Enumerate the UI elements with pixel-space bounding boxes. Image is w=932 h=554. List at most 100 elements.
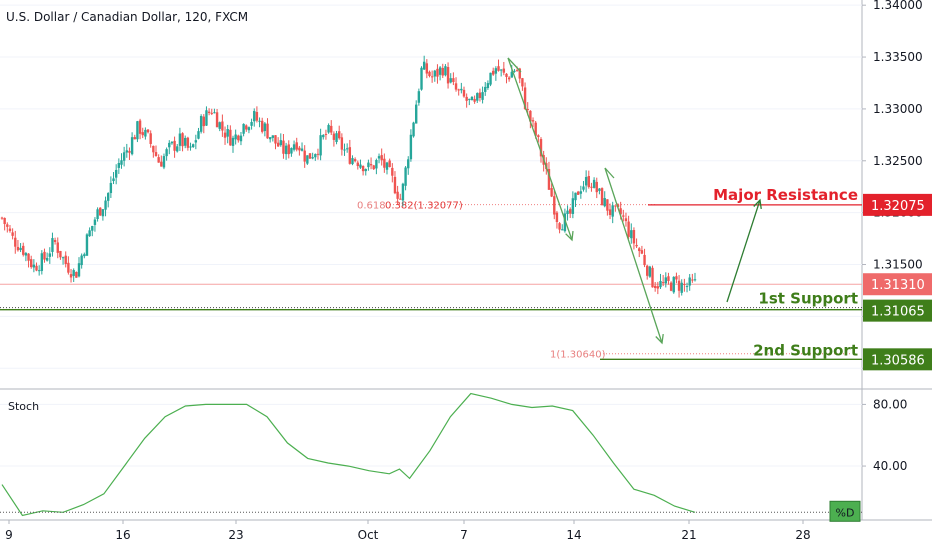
candle-body [534,122,537,136]
candle-body [186,137,190,148]
candle [16,239,20,252]
candle [407,156,410,175]
candle-body [234,134,237,140]
candle-body [253,110,256,122]
candle-body [237,135,240,141]
stoch-series: %D [0,392,862,522]
candle [258,117,261,128]
candle-body [667,276,670,281]
candle-body [619,208,622,215]
candle-body [27,253,30,261]
candle-body [422,61,426,70]
candle-body [425,63,429,74]
candle [537,134,540,143]
candle [253,108,256,127]
candle [454,77,458,92]
candle [481,86,484,104]
candle-body [112,178,115,182]
candle-body [239,135,243,142]
candle [141,127,144,139]
candle [592,177,596,189]
candle [561,224,564,231]
candle [624,212,628,227]
candle-body [261,120,264,132]
candle [327,123,330,134]
candle [433,69,436,82]
candle [622,209,625,222]
candle-body [6,224,9,227]
first-leg-down-arrow [507,57,574,242]
candle-body [661,282,665,284]
candle-body [441,67,444,76]
fib-1-label: 1(1.30640) [550,350,606,361]
candle-body [207,111,211,113]
recovery-arrow-shaft [726,199,761,303]
candle [441,63,444,79]
candle [30,255,33,269]
candle [14,230,17,254]
stoch-grid [0,403,862,467]
candle [308,153,312,159]
candle [168,140,171,155]
second-leg-down-arrow-shaft [604,167,663,344]
candle [43,248,46,263]
candle-body [664,277,667,284]
candle [579,185,583,199]
candle [197,127,200,140]
candle-body [377,156,381,159]
candle [72,268,75,282]
candle-body [569,209,572,214]
candle [0,216,4,220]
candle-body [638,248,641,252]
major-resistance-price-value: 1.32075 [871,199,925,214]
candle-body [88,230,91,237]
candle [19,243,22,253]
candle [69,268,73,283]
candle-body [603,198,606,207]
second-leg-down-arrow-head [655,333,664,345]
candle-body [523,87,527,109]
candle-body [646,265,649,276]
candle [409,129,413,162]
candle-body [611,205,614,217]
candle [194,134,198,150]
candle [656,281,660,295]
candle [335,130,338,145]
candle-body [454,83,458,90]
candle [345,143,349,153]
candle [659,273,662,289]
candle [157,154,160,163]
candle-body [107,193,110,201]
candle [284,142,288,160]
level-labels: Major Resistance 1st Support 2nd Support 1.… [713,186,932,371]
candle [489,72,492,87]
candle [101,208,105,221]
candle [688,274,691,291]
candle-body [576,191,580,195]
candle-body [630,230,633,239]
candle [555,210,559,229]
candle [80,253,83,269]
candle [693,272,697,282]
fib-382-label: 0.382(1.32077) [385,201,463,212]
candle [571,191,575,219]
first-leg-segment [507,57,522,73]
candle [234,129,237,145]
candle-body [340,137,344,150]
candle-body [327,125,330,133]
candle [165,147,168,161]
candle-body [160,161,163,167]
recovery-arrow [726,198,762,303]
candle [677,275,681,298]
stoch-tick-label: 80.00 [873,397,907,411]
candle-body [372,165,375,170]
candle-body [67,262,70,273]
candle-body [61,257,65,259]
candle-body [582,186,585,190]
stoch-tick-label: 40.00 [873,459,907,473]
candle-body [287,144,290,155]
candle [276,137,280,148]
price-tick-label: 1.31500 [873,258,923,272]
candle [478,88,482,102]
